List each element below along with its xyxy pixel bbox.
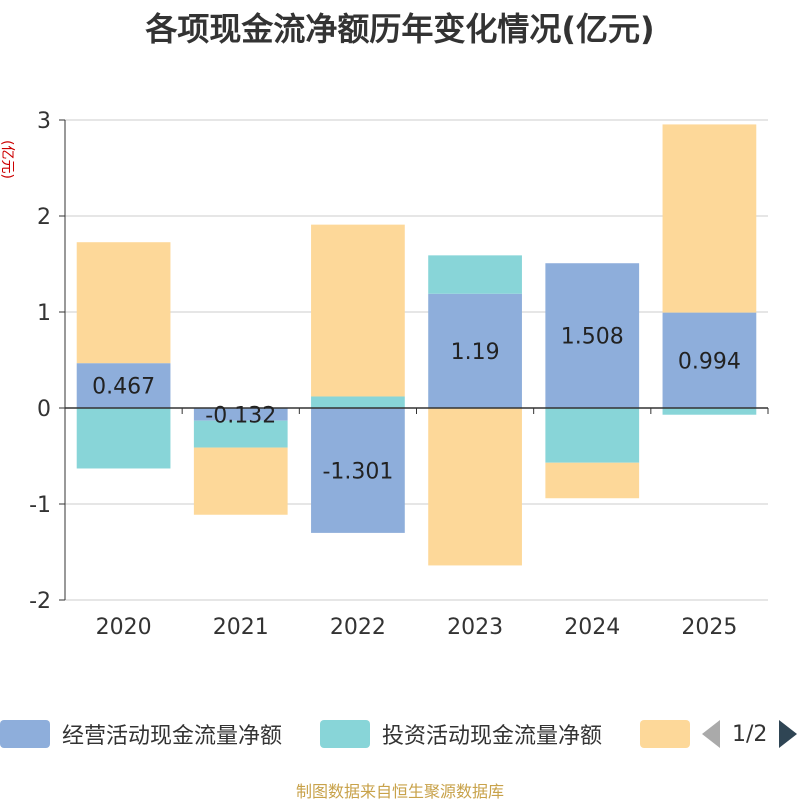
x-tick-label: 2020	[96, 615, 152, 640]
y-tick-label: -2	[29, 589, 51, 614]
bar-3-2024	[545, 462, 640, 499]
bar-1-2024	[545, 263, 640, 408]
bar-1-2025	[662, 312, 757, 408]
legend-swatch-third	[640, 720, 690, 748]
legend-item-operating[interactable]: 经营活动现金流量净额	[0, 716, 282, 752]
source-note: 制图数据来自恒生聚源数据库	[295, 782, 504, 801]
data-label-2021: -0.132	[205, 403, 276, 428]
bar-2-2022	[311, 396, 405, 408]
x-tick-label: 2024	[564, 615, 620, 640]
bar-3-2022	[311, 224, 405, 397]
bar-3-2025	[662, 124, 757, 313]
bar-1-2021	[193, 408, 288, 421]
bar-2-2023	[428, 255, 522, 294]
x-tick-label: 2025	[681, 615, 737, 640]
y-tick-label: 3	[37, 109, 51, 134]
legend-pager: 1/2	[702, 716, 798, 752]
x-tick-label: 2021	[213, 615, 269, 640]
data-label-2023: 1.19	[451, 340, 500, 365]
data-label-2022: -1.301	[322, 459, 393, 484]
legend-item-investing[interactable]: 投资活动现金流量净额	[320, 716, 602, 752]
pager-prev-icon[interactable]	[702, 720, 720, 748]
chart-title: 各项现金流净额历年变化情况(亿元)	[145, 10, 655, 48]
x-tick-label: 2023	[447, 615, 503, 640]
bar-3-2021	[193, 447, 288, 515]
chart-canvas: -2 -1 0 1 2 3 2020 2021 2022 2023 2024 2025 0.467 -0.…	[29, 109, 769, 640]
pager-next-icon[interactable]	[779, 720, 798, 748]
bar-3-2023	[428, 408, 522, 566]
data-label-2024: 1.508	[561, 325, 624, 350]
pager-page-text: 1/2	[732, 721, 768, 747]
legend: 经营活动现金流量净额 投资活动现金流量净额	[0, 716, 800, 752]
y-tick-label: 1	[37, 301, 51, 326]
bar-1-2023	[428, 293, 522, 408]
legend-swatch-operating	[0, 720, 50, 748]
legend-label-operating: 经营活动现金流量净额	[62, 724, 283, 749]
data-label-2025: 0.994	[678, 349, 741, 374]
bar-2-2020	[76, 408, 171, 469]
bar-1-2020	[76, 363, 171, 408]
y-tick-label: 0	[37, 397, 51, 422]
bar-2-2024	[545, 408, 640, 463]
bar-2-2025	[662, 408, 757, 415]
y-tick-label: -1	[29, 493, 51, 518]
legend-label-investing: 投资活动现金流量净额	[382, 724, 603, 749]
bar-3-2020	[76, 242, 171, 364]
x-tick-label: 2022	[330, 615, 386, 640]
y-tick-label: 2	[37, 205, 51, 230]
legend-item-third[interactable]	[640, 716, 702, 752]
legend-swatch-investing	[320, 720, 370, 748]
data-label-2020: 0.467	[92, 375, 155, 400]
bar-1-2022	[311, 408, 405, 533]
bar-2-2021	[193, 420, 288, 448]
